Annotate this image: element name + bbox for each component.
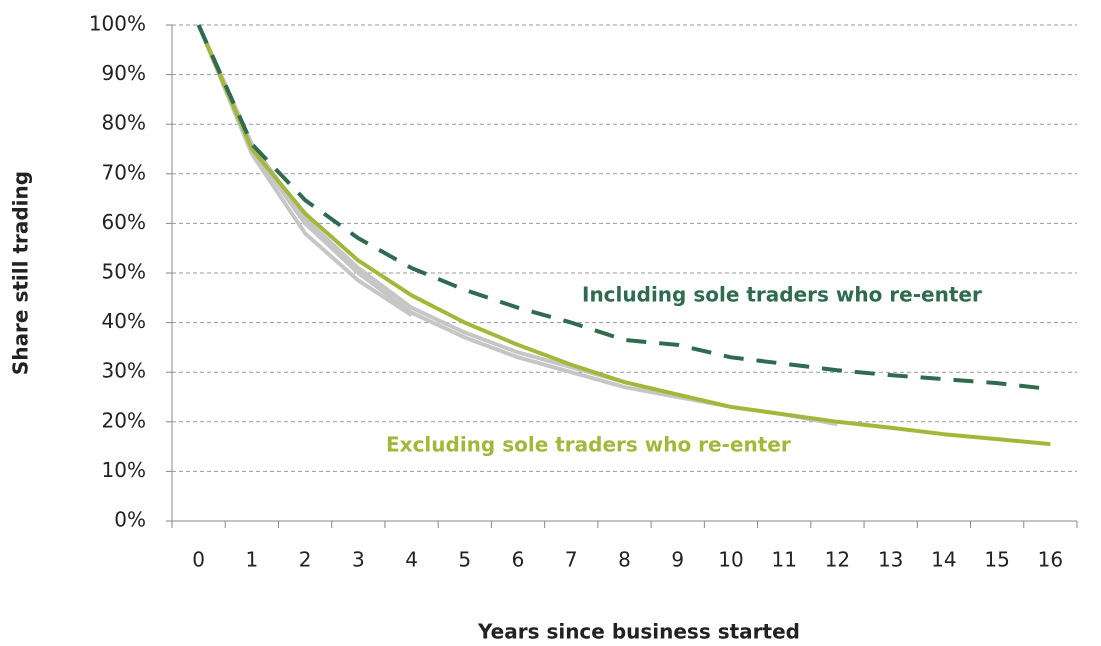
y-tick-label: 10% [102, 458, 146, 482]
x-axis-title: Years since business started [477, 620, 800, 644]
x-tick-label: 5 [458, 548, 471, 572]
x-tick-label: 10 [718, 548, 743, 572]
series-line [196, 24, 1051, 447]
annotation: Excluding sole traders who re-enter [386, 433, 791, 457]
y-tick-label: 0% [114, 508, 146, 532]
x-tick-label: 7 [565, 548, 578, 572]
y-tick-label: 70% [102, 160, 146, 184]
x-tick-label: 9 [671, 548, 684, 572]
x-tick-label: 8 [618, 548, 631, 572]
y-tick-label: 50% [102, 260, 146, 284]
x-tick-label: 1 [245, 548, 258, 572]
x-tick-label: 12 [825, 548, 850, 572]
y-tick-label: 30% [102, 359, 146, 383]
x-tick-label: 13 [878, 548, 903, 572]
series-line [196, 24, 626, 385]
y-axis-title: Share still trading [9, 171, 33, 375]
x-tick-label: 11 [771, 548, 796, 572]
annotation: Including sole traders who re-enter [582, 283, 982, 307]
y-tick-label: 20% [102, 408, 146, 432]
x-tick-label: 4 [405, 548, 418, 572]
y-tick-label: 80% [102, 111, 146, 135]
series-line [196, 24, 1051, 392]
x-tick-label: 16 [1038, 548, 1063, 572]
series-line [196, 24, 838, 427]
x-tick-label: 3 [352, 548, 365, 572]
y-tick-label: 100% [89, 12, 146, 36]
y-tick-label: 40% [102, 309, 146, 333]
x-tick-label: 14 [931, 548, 956, 572]
x-tick-label: 0 [192, 548, 205, 572]
y-tick-label: 60% [102, 210, 146, 234]
x-tick-label: 6 [512, 548, 525, 572]
x-tick-label: 2 [299, 548, 312, 572]
x-tick-label: 15 [984, 548, 1009, 572]
series-line [196, 24, 413, 317]
y-tick-label: 90% [102, 61, 146, 85]
